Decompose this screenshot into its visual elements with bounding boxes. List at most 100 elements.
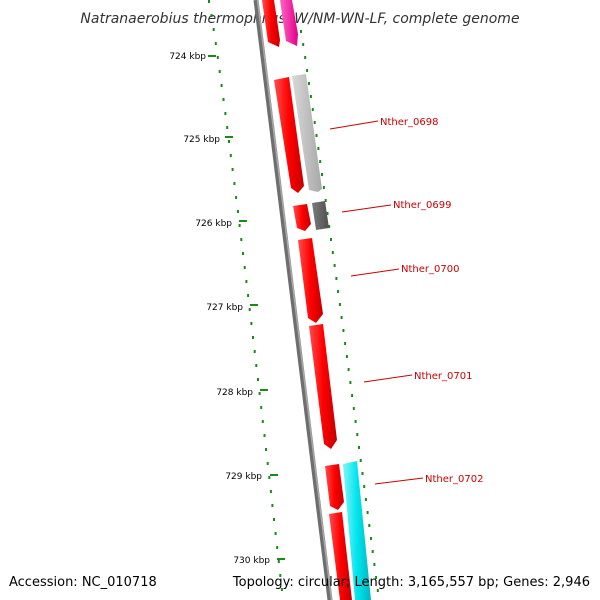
scale-dot bbox=[313, 121, 316, 124]
scale-dot bbox=[268, 476, 271, 479]
scale-dot bbox=[226, 126, 229, 129]
scale-dot bbox=[366, 511, 369, 514]
scale-dot bbox=[344, 342, 347, 345]
scale-dot bbox=[233, 182, 236, 185]
scale-dot bbox=[263, 434, 266, 437]
kbp-label-726: 726 kbp bbox=[195, 219, 232, 229]
scale-dot bbox=[361, 472, 364, 475]
scale-dot bbox=[247, 294, 250, 297]
scale-dot bbox=[269, 490, 272, 493]
scale-dots bbox=[208, 0, 379, 592]
scale-dot bbox=[328, 225, 331, 228]
gene-arrow[interactable] bbox=[325, 464, 344, 510]
scale-dot bbox=[315, 134, 318, 137]
scale-dot bbox=[214, 42, 217, 45]
scale-dot bbox=[235, 196, 238, 199]
gene-arrow[interactable] bbox=[312, 201, 329, 230]
kbp-label-729: 729 kbp bbox=[225, 472, 262, 482]
scale-dot bbox=[376, 589, 379, 592]
scale-dot bbox=[354, 420, 357, 423]
scale-dot bbox=[309, 95, 312, 98]
scale-dot bbox=[220, 84, 223, 87]
scale-dot bbox=[356, 433, 359, 436]
gene-arrow[interactable] bbox=[292, 74, 322, 192]
scale-dot bbox=[240, 238, 243, 241]
scale-dot bbox=[250, 322, 253, 325]
scale-dot bbox=[364, 498, 367, 501]
gene-arrow[interactable] bbox=[280, 0, 298, 46]
scale-dot bbox=[300, 30, 302, 33]
scale-dot bbox=[326, 212, 329, 215]
scale-dot bbox=[280, 588, 283, 591]
scale-dot bbox=[371, 550, 374, 553]
gene-label-nther-0699[interactable]: Nther_0699 bbox=[393, 200, 451, 211]
kbp-label-725: 725 kbp bbox=[183, 135, 220, 145]
scale-dot bbox=[375, 576, 378, 579]
scale-dot bbox=[273, 518, 275, 521]
scale-dot bbox=[243, 266, 246, 269]
gene-arrow[interactable] bbox=[329, 512, 352, 600]
gene-label-nther-0700[interactable]: Nther_0700 bbox=[401, 264, 459, 275]
scale-dot bbox=[212, 28, 215, 31]
gene-label-nther-0698[interactable]: Nther_0698 bbox=[380, 117, 438, 128]
scale-dot bbox=[324, 199, 327, 202]
scale-dot bbox=[333, 264, 336, 267]
scale-dot bbox=[255, 364, 258, 367]
scale-dot bbox=[257, 378, 259, 381]
kbp-label-728: 728 kbp bbox=[216, 388, 253, 398]
scale-dot bbox=[253, 350, 256, 353]
scale-dot bbox=[222, 98, 225, 101]
gene-arrow[interactable] bbox=[298, 238, 323, 323]
scale-dot bbox=[319, 160, 322, 163]
scale-dot bbox=[322, 186, 325, 189]
gene-arrow[interactable] bbox=[309, 324, 337, 449]
gene-arrow[interactable] bbox=[262, 0, 280, 47]
genome-backbone bbox=[253, 0, 333, 600]
scale-dot bbox=[229, 154, 232, 157]
gene-label-lines bbox=[329, 120, 424, 485]
gene-arrow[interactable] bbox=[343, 461, 371, 600]
scale-dot bbox=[265, 448, 268, 451]
gene-labels: Nther_0698 Nther_0699 Nther_0700 Nther_0… bbox=[380, 117, 483, 485]
scale-dot bbox=[358, 446, 360, 449]
genome-summary-text: Topology: circular; Length: 3,165,557 bp… bbox=[232, 575, 590, 590]
kbp-label-727: 727 kbp bbox=[206, 303, 243, 313]
scale-dot bbox=[216, 56, 219, 59]
scale-dot bbox=[373, 563, 376, 566]
scale-dot bbox=[352, 407, 355, 410]
scale-dot bbox=[274, 532, 277, 535]
scale-dot bbox=[345, 355, 348, 358]
scale-dot bbox=[370, 537, 372, 540]
gene-label-nther-0702[interactable]: Nther_0702 bbox=[425, 474, 483, 485]
scale-dot bbox=[279, 574, 282, 577]
gene-label-nther-0701[interactable]: Nther_0701 bbox=[414, 371, 472, 382]
scale-dot bbox=[210, 14, 213, 17]
accession-text: Accession: NC_010718 bbox=[9, 575, 157, 590]
scale-dot bbox=[368, 524, 371, 527]
scale-dot bbox=[276, 546, 279, 549]
gene-arrow[interactable] bbox=[274, 77, 304, 193]
scale-dot bbox=[238, 224, 241, 227]
scale-dot bbox=[311, 108, 314, 111]
gene-arrow[interactable] bbox=[293, 204, 311, 231]
scale-dot bbox=[351, 394, 354, 397]
scale-dot bbox=[306, 69, 309, 72]
scale-dot bbox=[331, 251, 334, 254]
scale-dot bbox=[252, 336, 254, 339]
scale-dot bbox=[340, 316, 343, 319]
scale-dot bbox=[260, 406, 263, 409]
scale-dot bbox=[335, 277, 338, 280]
scale-dot bbox=[208, 0, 210, 3]
scale-dot bbox=[248, 308, 251, 311]
scale-dot bbox=[330, 238, 332, 241]
kbp-ticks: 724 kbp 725 kbp 726 kbp 727 kbp 728 kbp … bbox=[169, 52, 285, 566]
scale-dot bbox=[349, 381, 352, 384]
kbp-label-730: 730 kbp bbox=[233, 556, 270, 566]
scale-dot bbox=[302, 43, 305, 46]
scale-dot bbox=[317, 147, 320, 150]
scale-dot bbox=[363, 485, 366, 488]
scale-dot bbox=[236, 210, 239, 213]
scale-dot bbox=[277, 560, 280, 563]
scale-dot bbox=[359, 459, 362, 462]
scale-dot bbox=[321, 173, 323, 176]
